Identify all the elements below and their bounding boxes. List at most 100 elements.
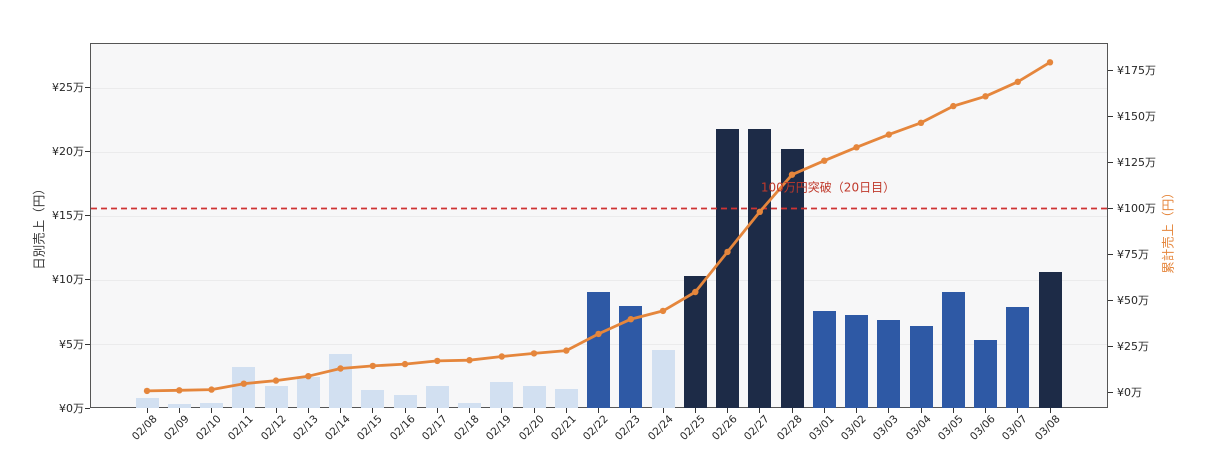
x-tick [146,408,148,413]
x-tick [501,408,503,413]
x-tick [791,408,793,413]
cumulative-point [917,119,925,127]
x-tick [888,408,890,413]
left-tick-label: ¥15万 [52,209,84,223]
x-tick [823,408,825,413]
cumulative-point [240,380,247,387]
cumulative-point [563,347,570,354]
cumulative-point [885,131,892,138]
x-tick [340,408,341,413]
bar-daily-sales [877,319,901,408]
x-tick [759,408,761,413]
cumulative-point [1014,78,1021,86]
right-tick [1108,162,1113,163]
cumulative-point [982,93,989,100]
right-tick [1108,391,1113,393]
right-tick [1108,345,1113,347]
bar-daily-sales [748,128,772,408]
bar-daily-sales [1038,272,1062,408]
x-tick [436,408,438,413]
bar-daily-sales [425,386,449,408]
cumulative-point [1046,59,1054,66]
x-tick [630,408,632,413]
bar-daily-sales [619,305,643,408]
left-tick [85,279,90,281]
right-tick [1108,254,1113,255]
bar-daily-sales [135,397,159,408]
left-tick [85,87,90,89]
left-tick-label: ¥0万 [59,401,84,415]
threshold-annotation: 100万円突破（20日目） [760,180,896,195]
left-axis-title: 日別売上（円） [31,182,47,270]
cumulative-point [401,360,409,368]
gridline [91,87,1107,89]
x-tick [565,408,567,413]
right-tick [1108,208,1113,209]
cumulative-point [950,102,957,110]
cumulative-point [627,316,634,323]
cumulative-point [724,248,731,256]
left-tick-label: ¥20万 [52,145,84,159]
x-tick [662,408,664,413]
right-tick-label: ¥175万 [1117,64,1156,78]
bar-daily-sales [361,390,385,408]
x-tick [372,408,374,413]
cumulative-point [788,171,796,178]
bar-daily-sales [780,149,804,408]
x-tick [211,408,212,413]
bar-daily-sales [683,276,707,408]
left-tick-label: ¥5万 [59,337,84,351]
x-tick [178,408,180,413]
gridline [91,151,1107,153]
bar-daily-sales [296,377,320,408]
right-axis-title: 累計売上（円） [1160,186,1176,274]
right-tick-label: ¥75万 [1117,248,1149,261]
left-tick [85,343,90,345]
cumulative-point [692,288,699,296]
cumulative-point [659,307,667,315]
bar-daily-sales [651,350,675,408]
cumulative-point [369,362,376,370]
bar-daily-sales [1006,306,1030,408]
gridline [91,279,1107,281]
x-tick [307,408,309,413]
x-tick [727,408,728,413]
right-tick [1108,70,1113,72]
bar-daily-sales [522,386,546,408]
cumulative-point [853,144,860,151]
x-tick [694,408,696,413]
x-tick [533,408,535,413]
x-tick [275,408,277,413]
cumulative-point [595,330,602,338]
right-tick-label: ¥0万 [1117,385,1142,399]
x-tick [952,408,954,413]
left-tick [85,215,90,217]
cumulative-point [821,157,828,164]
x-tick [598,408,599,413]
x-tick [1017,408,1019,413]
bar-daily-sales [845,314,868,408]
cumulative-point [272,377,280,384]
cumulative-point [530,350,538,357]
cumulative-point [305,373,312,380]
x-tick [985,408,986,413]
cumulative-sales-line [145,60,1052,393]
right-tick-label: ¥100万 [1117,202,1156,215]
right-tick-label: ¥50万 [1117,293,1149,307]
bar-daily-sales [587,291,610,408]
cumulative-point [466,357,473,364]
bar-daily-sales [232,367,256,408]
bar-daily-sales [200,402,223,408]
bar-daily-sales [716,128,739,408]
bar-daily-sales [264,386,288,408]
cumulative-point [434,357,441,365]
cumulative-point [756,208,763,215]
bar-daily-sales [490,382,514,408]
x-tick [243,408,245,413]
bar-daily-sales [941,291,965,408]
bar-daily-sales [974,340,997,408]
cumulative-point [143,387,151,395]
x-tick [469,408,470,413]
bar-daily-sales [167,404,191,408]
